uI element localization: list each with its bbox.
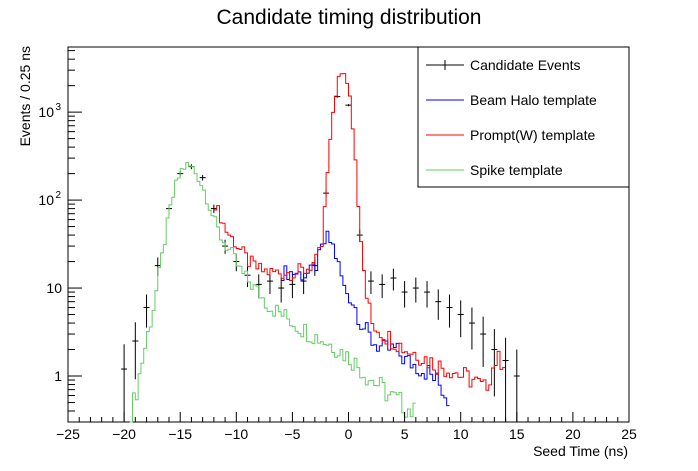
y-axis-label: Events / 0.25 ns [17, 46, 33, 146]
series-line [213, 73, 506, 391]
x-tick-label: 25 [621, 426, 637, 442]
y-tick-label: 10 [38, 104, 54, 120]
series-line [281, 230, 450, 407]
series-beam-halo-template [281, 230, 450, 407]
series-prompt-w-template [213, 73, 506, 391]
x-tick-label: −5 [284, 426, 300, 442]
x-axis-label: Seed Time (ns) [533, 443, 628, 459]
chart-title: Candidate timing distribution [217, 6, 482, 29]
x-tick-label: 0 [345, 426, 353, 442]
series-line [129, 162, 416, 423]
x-tick-label: 15 [509, 426, 525, 442]
x-tick-label: 5 [401, 426, 409, 442]
x-axis: −25 −20 −15 −10 −5 0 5 10 15 20 25 [56, 412, 637, 442]
legend-label: Prompt(W) template [470, 127, 595, 143]
y-tick-exponent: 2 [55, 190, 61, 201]
x-tick-label: −10 [224, 426, 248, 442]
x-tick-label: 20 [565, 426, 581, 442]
y-tick-exponent: 3 [55, 102, 61, 113]
x-tick-label: −25 [56, 426, 80, 442]
x-tick-label: 10 [453, 426, 469, 442]
legend: Candidate Events Beam Halo template Prompt… [417, 46, 630, 188]
y-tick-label: 1 [54, 368, 62, 384]
series-spike-template [129, 162, 416, 423]
y-tick-label: 10 [38, 192, 54, 208]
legend-box [417, 46, 630, 188]
legend-label: Candidate Events [470, 57, 581, 73]
x-tick-label: −20 [112, 426, 136, 442]
x-tick-label: −15 [168, 426, 192, 442]
legend-label: Beam Halo template [470, 92, 597, 108]
y-tick-label: 10 [46, 280, 62, 296]
legend-label: Spike template [470, 162, 563, 178]
